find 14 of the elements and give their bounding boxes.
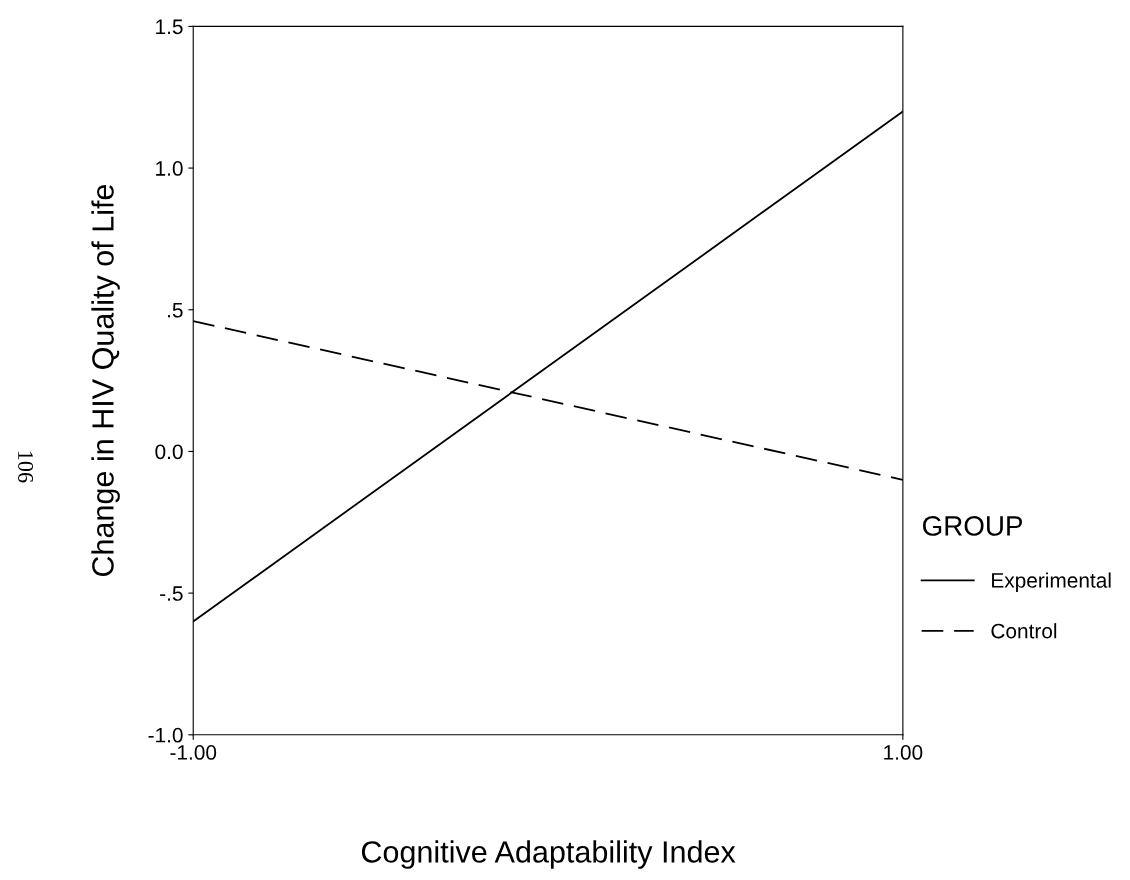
x-tick-label: -1.00 xyxy=(170,745,217,760)
legend-label: Experimental xyxy=(992,572,1111,592)
y-tick-label: 0.0 xyxy=(155,444,183,460)
y-tick-label: .5 xyxy=(168,302,183,318)
y-tick-label: 1.0 xyxy=(156,161,183,176)
legend-label: Control xyxy=(991,623,1057,639)
y-tick-label: -1.0 xyxy=(148,727,183,743)
x-tick-label: 1.00 xyxy=(884,745,923,760)
y-tick-label: 1.5 xyxy=(156,19,183,35)
legend-title: GROUP xyxy=(923,516,1023,536)
y-tick-label: -.5 xyxy=(160,586,183,601)
x-axis-title: Cognitive Adaptability Index xyxy=(361,840,736,869)
text: 106 xyxy=(18,451,34,483)
y-axis-title: Change in HIV Quality of Life xyxy=(91,184,120,577)
